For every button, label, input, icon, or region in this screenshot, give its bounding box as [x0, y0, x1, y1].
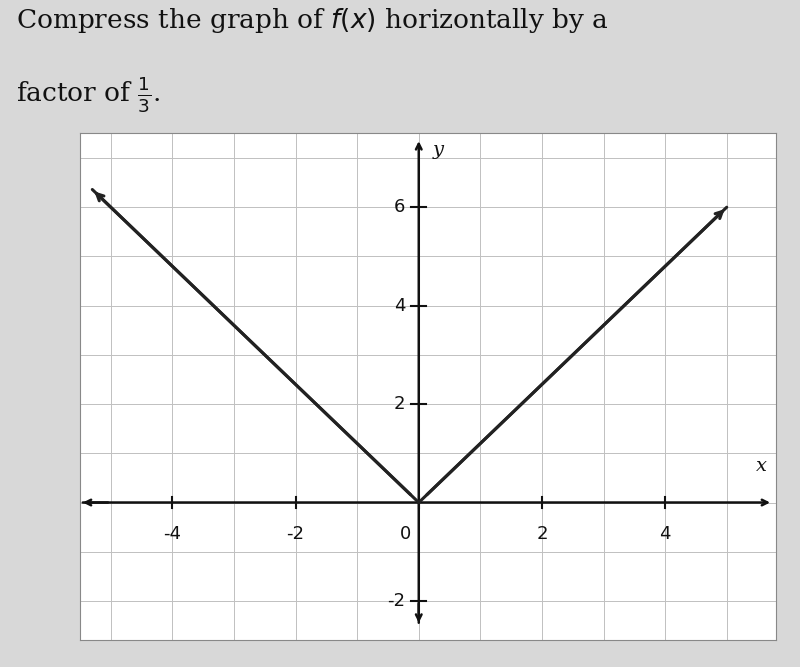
Text: 0: 0: [399, 525, 411, 543]
Text: -2: -2: [387, 592, 406, 610]
Text: y: y: [432, 141, 443, 159]
Text: x: x: [756, 458, 766, 476]
Text: factor of $\frac{1}{3}$.: factor of $\frac{1}{3}$.: [16, 75, 161, 115]
Text: 2: 2: [394, 395, 406, 413]
Text: 4: 4: [394, 297, 406, 315]
Text: Compress the graph of $f(x)$ horizontally by a: Compress the graph of $f(x)$ horizontall…: [16, 6, 609, 35]
Text: 4: 4: [659, 525, 671, 543]
Text: -2: -2: [286, 525, 305, 543]
Text: -4: -4: [163, 525, 182, 543]
Text: 2: 2: [536, 525, 548, 543]
Text: 6: 6: [394, 198, 406, 216]
